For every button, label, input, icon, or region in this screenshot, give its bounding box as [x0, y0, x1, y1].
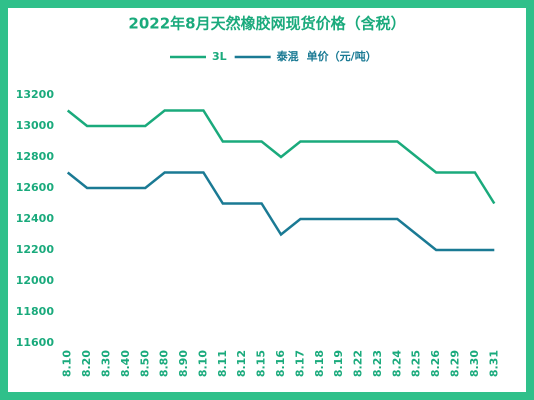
- x-tick-label: 8.50: [138, 350, 151, 377]
- x-tick-label: 8.12: [235, 350, 248, 377]
- y-tick-label: 13200: [16, 88, 55, 101]
- x-tick-label: 8.40: [119, 350, 132, 377]
- y-tick-label: 12600: [16, 181, 55, 194]
- y-tick-label: 12000: [16, 274, 55, 287]
- x-tick-label: 8.10: [61, 350, 74, 377]
- x-tick-label: 8.17: [293, 350, 306, 377]
- series-line: [66, 171, 495, 252]
- x-tick-label: 8.18: [313, 350, 326, 377]
- legend-label: 3L: [212, 50, 227, 63]
- y-tick-label: 13000: [16, 119, 55, 132]
- chart-title: 2022年8月天然橡胶网现货价格（含税）: [128, 15, 405, 33]
- x-tick-label: 8.19: [332, 350, 345, 377]
- x-tick-label: 8.20: [80, 350, 93, 377]
- y-tick-label: 11600: [16, 336, 55, 349]
- x-tick-label: 8.26: [429, 350, 442, 377]
- x-tick-label: 8.25: [410, 350, 423, 377]
- x-tick-label: 8.23: [371, 350, 384, 377]
- x-tick-label: 8.15: [255, 350, 268, 377]
- x-tick-label: 8.16: [274, 350, 287, 377]
- series-line: [66, 109, 496, 205]
- x-tick-label: 8.90: [177, 350, 190, 377]
- x-tick-label: 8.30: [468, 350, 481, 377]
- y-tick-label: 12200: [16, 243, 55, 256]
- y-tick-label: 12400: [16, 212, 55, 225]
- x-tick-label: 8.80: [158, 350, 171, 377]
- y-tick-label: 12800: [16, 150, 55, 163]
- x-tick-label: 8.11: [216, 350, 229, 377]
- x-tick-label: 8.10: [196, 350, 209, 377]
- y-tick-label: 11800: [16, 305, 55, 318]
- x-tick-label: 8.24: [390, 350, 403, 377]
- legend-label: 泰混: [276, 49, 299, 63]
- x-tick-label: 8.22: [352, 350, 365, 377]
- x-tick-label: 8.31: [487, 350, 500, 377]
- x-tick-label: 8.29: [449, 350, 462, 377]
- unit-label: 单价（元/吨）: [307, 49, 377, 63]
- x-tick-label: 8.30: [99, 350, 112, 377]
